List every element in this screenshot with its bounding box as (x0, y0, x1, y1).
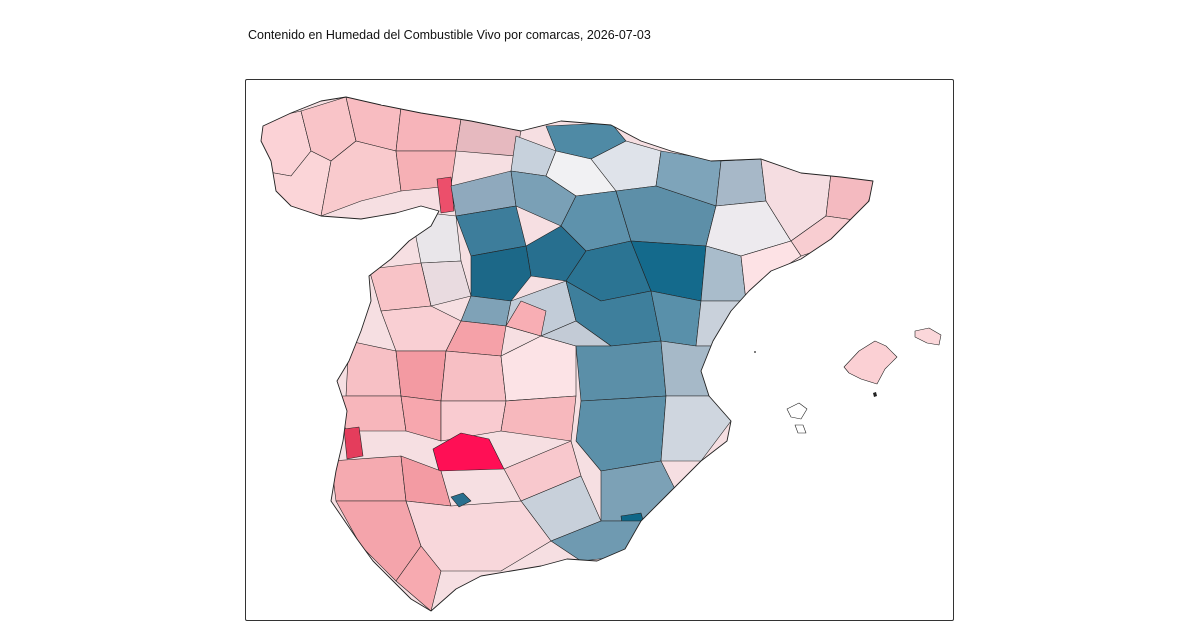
region-albacete (575, 340, 667, 402)
region-columbretes (754, 351, 756, 353)
region-asturias-e (395, 106, 462, 152)
region-toledo (505, 300, 547, 337)
region-ibiza (786, 402, 808, 420)
region-menorca (914, 327, 942, 346)
region-ciudad-real-w (440, 350, 507, 402)
region-salamanca-n (470, 245, 532, 302)
region-badajoz (395, 350, 447, 402)
map-frame (245, 79, 954, 621)
mainland-outline (260, 96, 874, 612)
region-alicante (660, 395, 732, 462)
region-mallorca (843, 340, 898, 385)
region-campo-gibraltar (395, 545, 442, 611)
choropleth-map (260, 96, 942, 612)
region-cordoba-hot (432, 432, 505, 472)
region-cabrera (873, 392, 877, 397)
region-huelva (330, 455, 407, 502)
map-title: Contenido en Humedad del Combustible Viv… (248, 28, 651, 42)
region-ciudad-real (500, 335, 577, 402)
region-sevilla-lake (450, 492, 472, 508)
region-huelva-hot (343, 426, 364, 460)
region-huelva-n (336, 395, 407, 432)
region-formentera (794, 424, 807, 434)
region-huesca-e (715, 158, 767, 207)
region-hotspot-leon (436, 176, 455, 214)
comarcas-layer (261, 97, 873, 611)
region-castellon (695, 300, 747, 347)
region-valencia (660, 340, 732, 397)
